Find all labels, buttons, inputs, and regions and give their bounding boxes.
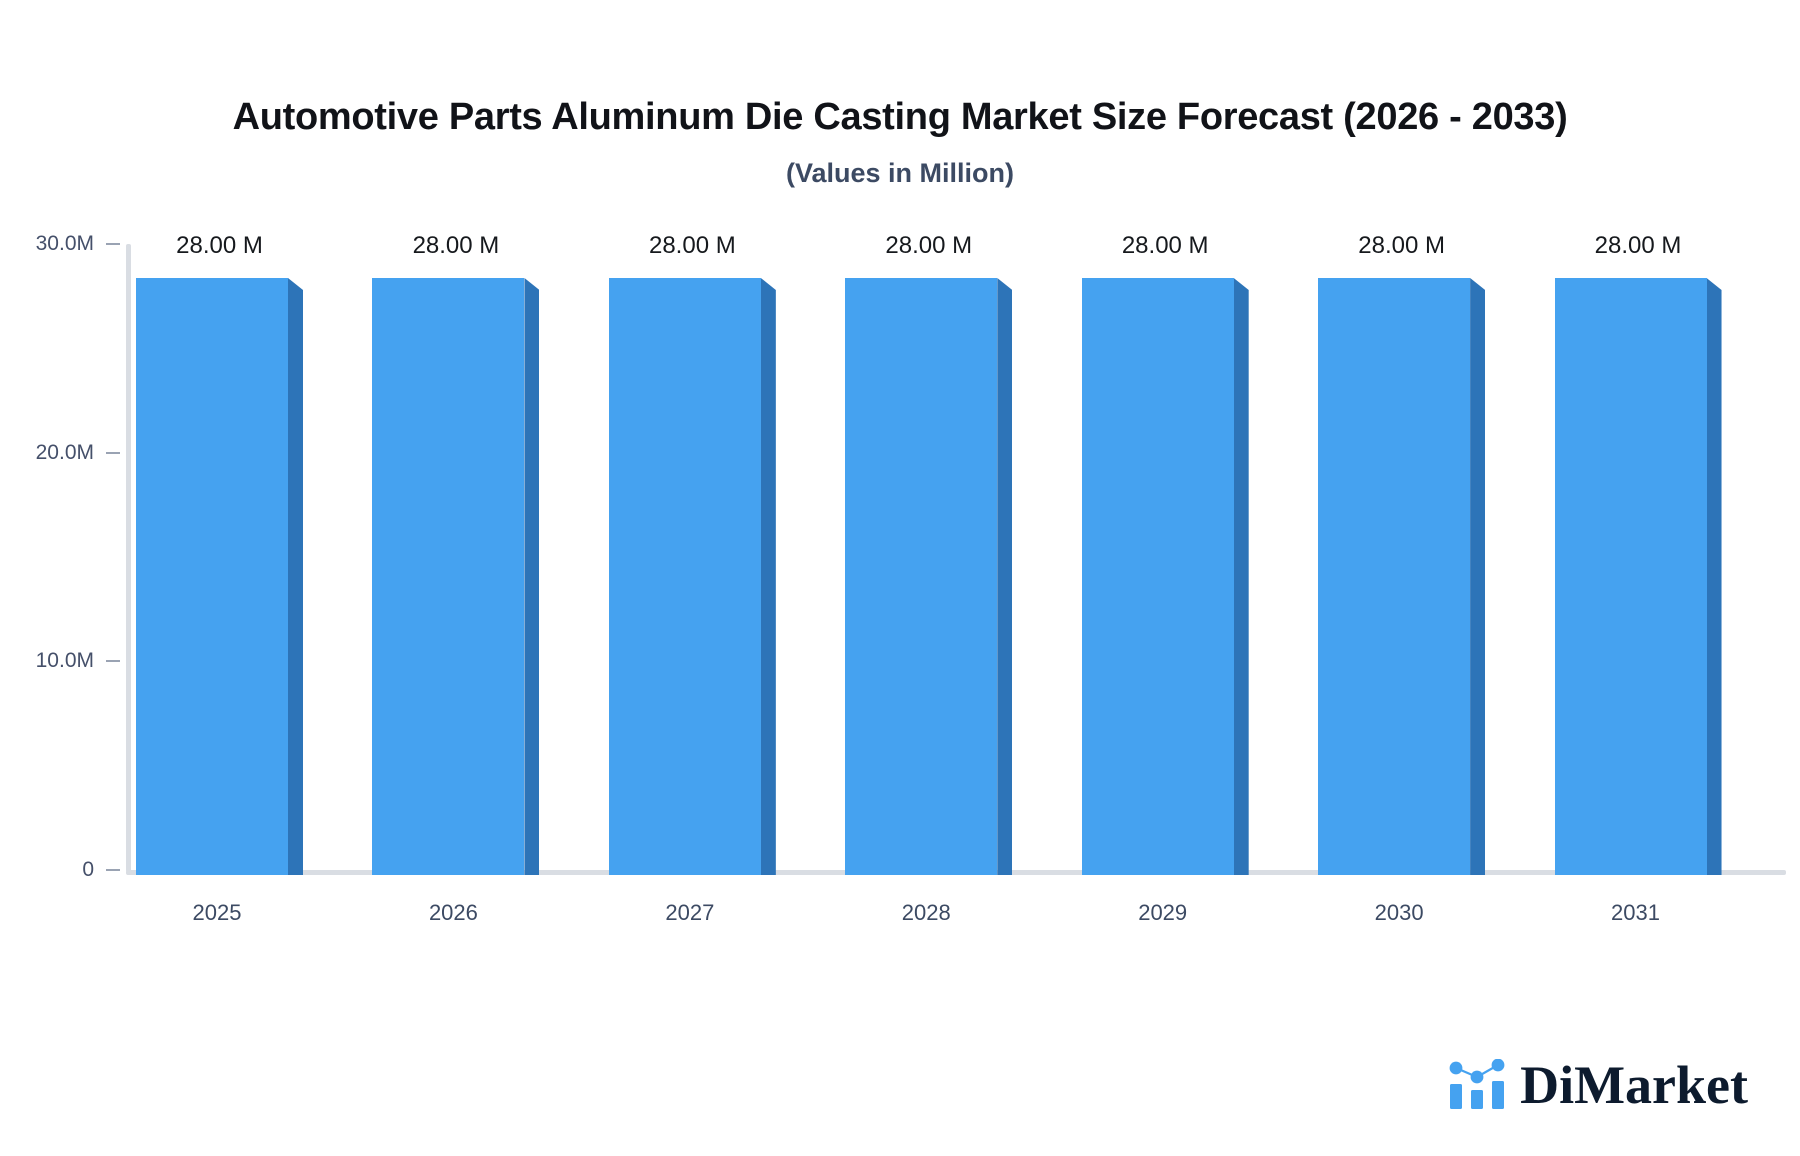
x-axis-slot: 2030 xyxy=(1313,900,1549,926)
bar-3d[interactable] xyxy=(1318,278,1486,875)
bar-3d[interactable] xyxy=(136,278,303,875)
bar-column[interactable]: 28.00 M xyxy=(608,232,776,875)
x-axis-slot: 2026 xyxy=(367,900,603,926)
y-axis-tick-mark xyxy=(106,243,120,245)
bar-column[interactable]: 28.00 M xyxy=(136,232,303,875)
bar-column[interactable]: 28.00 M xyxy=(1318,232,1486,875)
y-axis-tick-label: 0 xyxy=(82,858,94,881)
plot-area: 30.0M 20.0M 10.0M 0 28.00 M xyxy=(0,230,1800,890)
y-axis-tick-mark xyxy=(106,660,120,663)
x-axis-slot: 2028 xyxy=(840,900,1076,926)
bar-side-face xyxy=(1470,278,1486,875)
bar-column[interactable]: 28.00 M xyxy=(1554,232,1722,875)
y-axis: 30.0M 20.0M 10.0M 0 xyxy=(0,230,128,890)
bar-side-face xyxy=(1706,278,1722,875)
bar-side-face xyxy=(997,278,1013,875)
bar-side-face xyxy=(288,278,303,875)
bar-value-label: 28.00 M xyxy=(176,232,263,259)
x-axis: 2025 2026 2027 2028 2029 2030 2031 xyxy=(131,900,1786,926)
bar-front-face[interactable] xyxy=(608,278,761,875)
bar-slot: 28.00 M xyxy=(840,230,1076,875)
bar-front-face[interactable] xyxy=(845,278,998,875)
bar-side-face xyxy=(760,278,776,875)
x-axis-tick-label: 2025 xyxy=(192,900,242,925)
y-axis-tick-mark xyxy=(106,451,120,454)
bar-series: 28.00 M 28.00 M 28.0 xyxy=(131,230,1786,875)
x-axis-tick-label: 2029 xyxy=(1138,900,1188,925)
bar-front-face[interactable] xyxy=(1318,278,1471,875)
bar-slot: 28.00 M xyxy=(1077,230,1313,875)
bar-column[interactable]: 28.00 M xyxy=(372,232,540,875)
x-axis-tick-label: 2028 xyxy=(901,900,951,925)
x-axis-tick-label: 2031 xyxy=(1611,900,1660,925)
dimarket-logo: DiMarket xyxy=(1448,1058,1748,1112)
x-axis-slot: 2031 xyxy=(1550,900,1786,926)
bar-front-face[interactable] xyxy=(372,278,525,875)
bar-slot: 28.00 M xyxy=(604,230,840,875)
y-axis-tick-label: 20.0M xyxy=(35,440,94,464)
bar-value-label: 28.00 M xyxy=(648,232,736,259)
logo-wordmark: DiMarket xyxy=(1520,1055,1748,1115)
x-axis-slot: 2027 xyxy=(604,900,840,926)
bar-side-face xyxy=(524,278,540,875)
bar-3d[interactable] xyxy=(372,278,540,875)
chart-title: Automotive Parts Aluminum Die Casting Ma… xyxy=(232,96,1568,138)
bar-slot: 28.00 M xyxy=(131,230,367,875)
bar-value-label: 28.00 M xyxy=(1358,232,1445,259)
x-axis-tick-label: 2026 xyxy=(428,900,478,925)
y-axis-tick-label: 30.0M xyxy=(35,232,94,255)
bar-chart-icon xyxy=(1449,1059,1505,1109)
y-axis-line xyxy=(126,244,131,872)
bar-value-label: 28.00 M xyxy=(412,232,500,259)
x-axis-tick-label: 2027 xyxy=(665,900,715,925)
chart-subtitle: (Values in Million) xyxy=(785,157,1015,188)
bar-value-label: 28.00 M xyxy=(1121,232,1209,259)
x-axis-slot: 2025 xyxy=(131,900,367,926)
bar-slot: 28.00 M xyxy=(1313,230,1549,875)
bar-3d[interactable] xyxy=(1081,278,1249,875)
bar-value-label: 28.00 M xyxy=(885,232,973,259)
bar-value-label: 28.00 M xyxy=(1594,232,1682,259)
x-axis-tick-label: 2030 xyxy=(1374,900,1424,925)
bar-front-face[interactable] xyxy=(136,278,288,875)
bar-column[interactable]: 28.00 M xyxy=(1081,232,1249,875)
chart-header: Automotive Parts Aluminum Die Casting Ma… xyxy=(0,96,1800,189)
bar-3d[interactable] xyxy=(845,278,1013,875)
bar-slot: 28.00 M xyxy=(367,230,603,875)
x-axis-slot: 2029 xyxy=(1077,900,1313,926)
bar-3d[interactable] xyxy=(1554,278,1722,875)
bar-column[interactable]: 28.00 M xyxy=(845,232,1013,875)
bar-front-face[interactable] xyxy=(1554,278,1707,875)
bar-side-face xyxy=(1233,278,1249,875)
y-axis-tick-mark xyxy=(106,869,120,871)
y-axis-tick-label: 10.0M xyxy=(35,649,94,673)
bar-front-face[interactable] xyxy=(1081,278,1234,875)
bar-slot: 28.00 M xyxy=(1550,230,1786,875)
bar-3d[interactable] xyxy=(608,278,776,875)
